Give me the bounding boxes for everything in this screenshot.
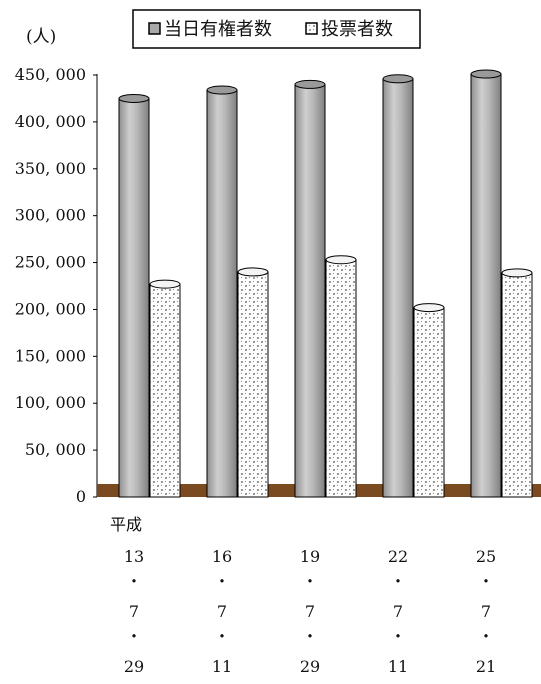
bar-eligible-voters [383, 75, 413, 497]
x-tick-label: 29 [300, 657, 320, 676]
y-tick-label: 400, 000 [15, 112, 86, 131]
bar-voters [414, 304, 444, 497]
y-unit-label: (人) [26, 27, 56, 47]
bar-voters [238, 268, 268, 497]
bar-eligible-voters [295, 80, 325, 497]
x-tick-label: ・ [390, 572, 406, 591]
x-axis-labels: 13 ・ 7 ・ 29 16 ・ 7 ・ 11 19 ・ 7 ・ 29 22 ・ 7 ・ 11 25 ・ 7 ・ 21 [124, 547, 496, 676]
bar-voters [150, 280, 180, 497]
x-tick-label: 29 [124, 657, 144, 676]
x-tick-label: 7 [393, 602, 403, 621]
x-tick-label: ・ [478, 627, 494, 646]
x-tick-label: 19 [300, 547, 320, 566]
y-tick-label: 150, 000 [15, 346, 86, 365]
legend-label-eligible-voters: 当日有権者数 [164, 19, 272, 40]
x-tick-label: 25 [476, 547, 496, 566]
y-tick-label: 200, 000 [15, 299, 86, 318]
bar-eligible-voters [119, 94, 149, 497]
bar-voters [326, 256, 356, 497]
x-tick-label: ・ [214, 627, 230, 646]
legend: 当日有権者数 投票者数 [133, 10, 420, 48]
y-tick-label: 100, 000 [15, 393, 86, 412]
x-tick-label: 13 [124, 547, 144, 566]
y-tick-label: 50, 000 [25, 440, 86, 459]
bars [119, 70, 532, 497]
bar-eligible-voters [207, 86, 237, 497]
x-tick-label: ・ [478, 572, 494, 591]
x-tick-label: ・ [302, 572, 318, 591]
x-tick-label: 16 [212, 547, 232, 566]
x-tick-label: 11 [212, 657, 232, 676]
x-tick-label: ・ [390, 627, 406, 646]
bar-voters [502, 269, 532, 497]
bar-eligible-voters [471, 70, 501, 497]
y-tick-label: 0 [76, 487, 86, 506]
y-tick-label: 250, 000 [15, 253, 86, 272]
legend-swatch-eligible-voters [149, 23, 160, 34]
x-tick-label: 21 [476, 657, 496, 676]
x-tick-label: 7 [481, 602, 491, 621]
y-axis-ticks: 0 50, 000 100, 000 150, 000 200, 000 250, 000… [15, 65, 97, 506]
x-tick-label: ・ [126, 572, 142, 591]
legend-swatch-voters [306, 23, 317, 34]
x-tick-label: 7 [129, 602, 139, 621]
x-tick-label: ・ [126, 627, 142, 646]
y-tick-label: 350, 000 [15, 159, 86, 178]
era-label: 平成 [110, 515, 142, 534]
x-tick-label: ・ [302, 627, 318, 646]
x-tick-label: ・ [214, 572, 230, 591]
x-tick-label: 11 [388, 657, 408, 676]
x-tick-label: 22 [388, 547, 408, 566]
y-tick-label: 300, 000 [15, 206, 86, 225]
legend-label-voters: 投票者数 [321, 19, 393, 40]
x-tick-label: 7 [305, 602, 315, 621]
y-tick-label: 450, 000 [15, 65, 86, 84]
x-tick-label: 7 [217, 602, 227, 621]
